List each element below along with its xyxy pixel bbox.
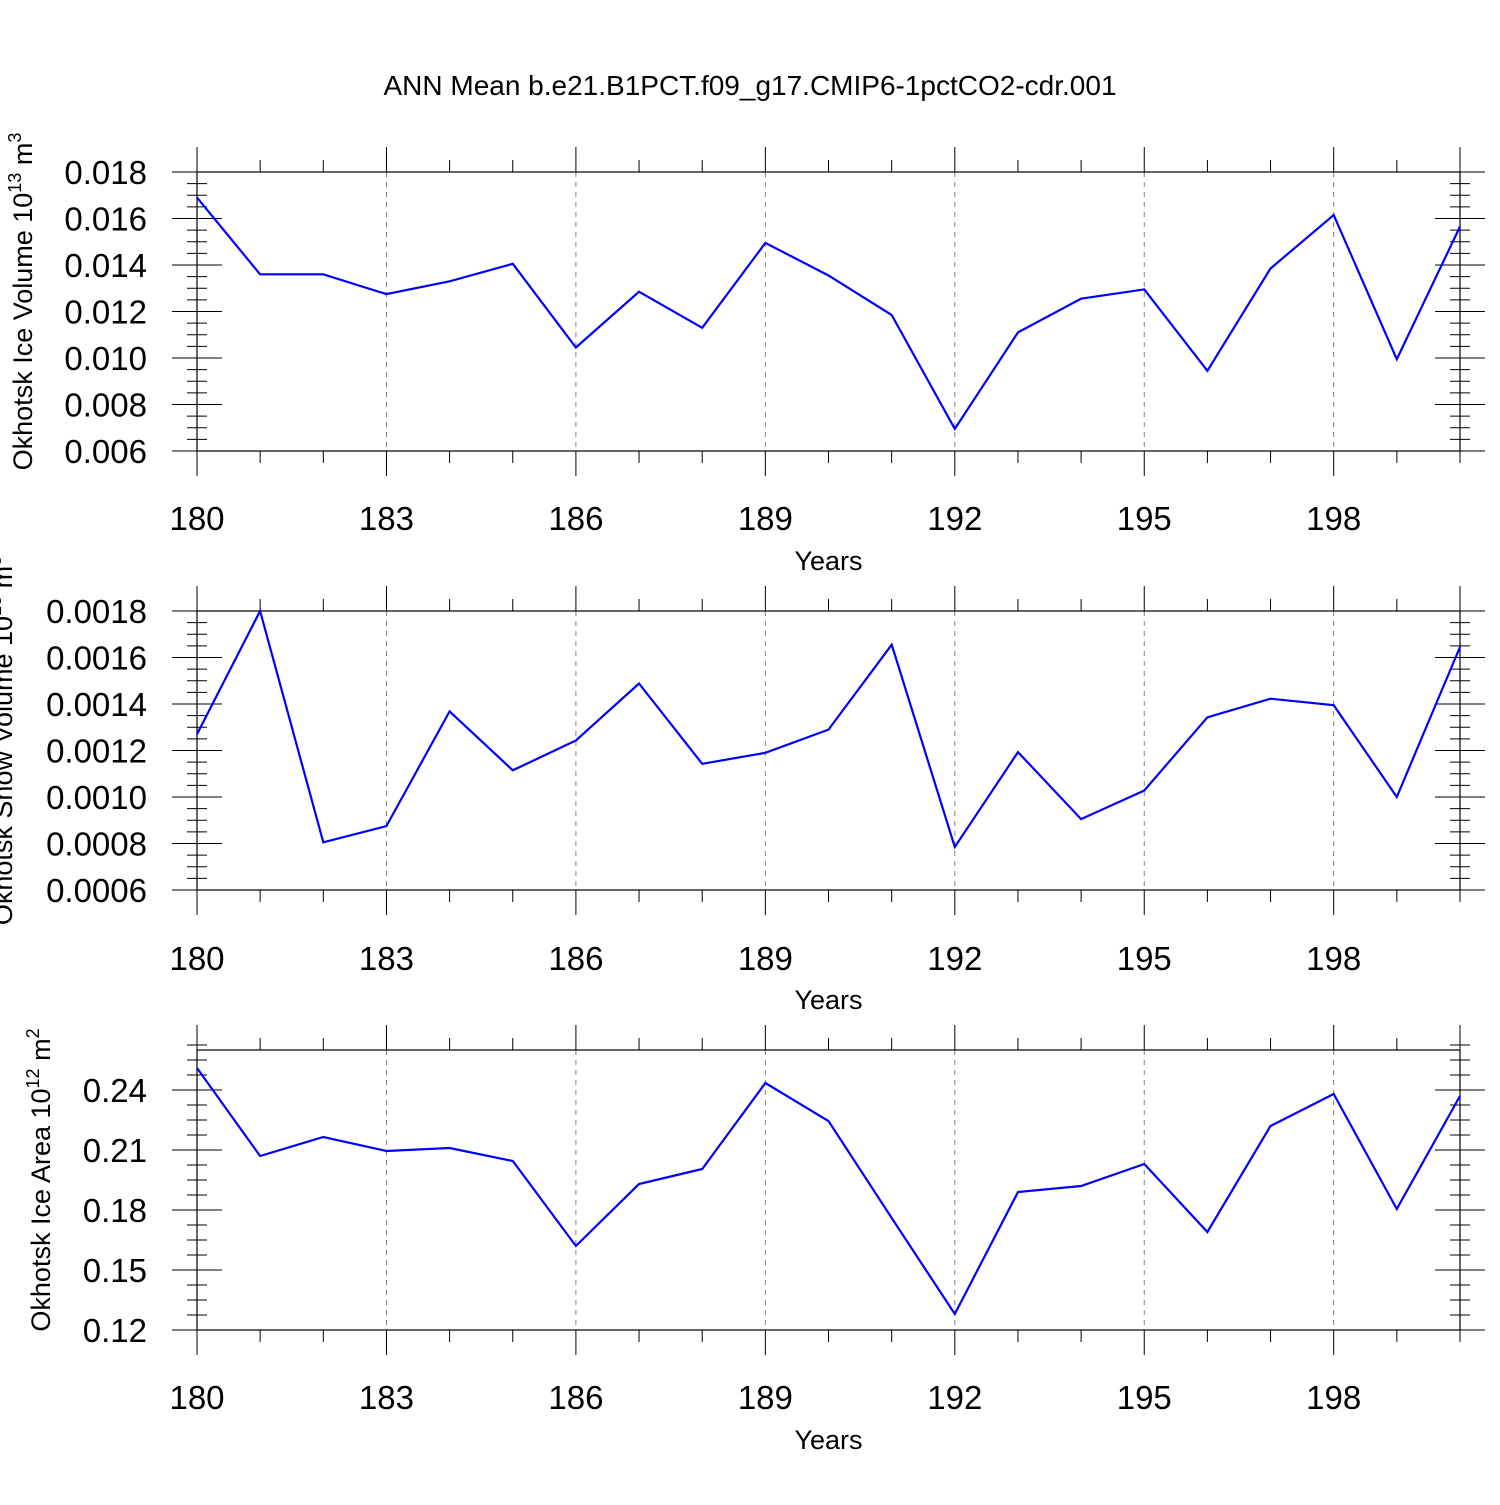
x-tick-label: 189 (738, 1379, 793, 1416)
x-tick-label: 195 (1117, 940, 1172, 977)
series-line (196, 607, 1462, 850)
x-axis-title: Years (794, 546, 862, 576)
y-tick-label: 0.012 (64, 294, 147, 331)
y-tick-label: 0.0016 (46, 640, 147, 677)
y-tick-label: 0.018 (64, 154, 147, 191)
x-tick-label: 186 (548, 1379, 603, 1416)
x-tick-label: 183 (359, 500, 414, 537)
y-axis-title-superscript: 12 (23, 1068, 43, 1088)
x-tick-label: 198 (1306, 1379, 1361, 1416)
x-tick-label: 192 (927, 1379, 982, 1416)
y-axis-title: Okhotsk Snow Volume 1013 m3 (0, 556, 18, 925)
x-tick-label: 198 (1306, 940, 1361, 977)
y-tick-label: 0.0008 (46, 826, 147, 863)
y-tick-label: 0.0018 (46, 593, 147, 630)
x-tick-label: 195 (1117, 1379, 1172, 1416)
x-tick-label: 180 (169, 940, 224, 977)
x-tick-label: 192 (927, 500, 982, 537)
y-tick-label: 0.008 (64, 387, 147, 424)
x-tick-label: 189 (738, 500, 793, 537)
y-axis-title-superscript: 3 (0, 556, 5, 566)
y-axis-title-part: m (0, 566, 18, 596)
series-line (196, 196, 1461, 432)
x-tick-label: 183 (359, 1379, 414, 1416)
y-tick-label: 0.016 (64, 201, 147, 238)
y-tick-label: 0.24 (83, 1072, 147, 1109)
y-tick-label: 0.0010 (46, 779, 147, 816)
x-tick-label: 189 (738, 940, 793, 977)
y-axis-title-part: m (8, 143, 38, 173)
x-tick-label: 192 (927, 940, 982, 977)
y-axis-title-part: m (26, 1038, 56, 1068)
x-tick-label: 186 (548, 940, 603, 977)
panel-1: 0.006 0.008 0.010 0.012 0.014 0.016 0.018 180 18… (5, 133, 1485, 576)
y-axis-title-superscript: 2 (23, 1028, 43, 1038)
x-tick-label: 180 (169, 500, 224, 537)
y-axis-title: Okhotsk Ice Area 1012 m2 (23, 1028, 56, 1331)
y-tick-label: 0.15 (83, 1252, 147, 1289)
y-tick-label: 0.18 (83, 1192, 147, 1229)
x-tick-label: 198 (1306, 500, 1361, 537)
y-axis-title-superscript: 13 (0, 596, 5, 616)
series-line (196, 1067, 1461, 1317)
y-axis-title: Okhotsk Ice Volume 1013 m3 (5, 133, 38, 471)
x-axis-title: Years (794, 1425, 862, 1455)
panel-2: 0.0006 0.0008 0.0010 0.0012 0.0014 0.0016 0.00… (0, 556, 1485, 1015)
y-tick-label: 0.0006 (46, 872, 147, 909)
panel-3: 0.12 0.15 0.18 0.21 0.24 180 183 186 189 192 195 19… (23, 1025, 1485, 1455)
y-axis-title-part: Okhotsk Ice Area 10 (26, 1088, 56, 1331)
y-tick-label: 0.21 (83, 1132, 147, 1169)
x-tick-label: 186 (548, 500, 603, 537)
y-tick-label: 0.0012 (46, 733, 147, 770)
y-axis-title-superscript: 13 (5, 173, 25, 193)
y-axis-title-superscript: 3 (5, 133, 25, 143)
y-tick-label: 0.014 (64, 247, 147, 284)
x-tick-label: 183 (359, 940, 414, 977)
y-tick-label: 0.12 (83, 1312, 147, 1349)
y-tick-label: 0.006 (64, 433, 147, 470)
y-tick-label: 0.010 (64, 340, 147, 377)
figure-title: ANN Mean b.e21.B1PCT.f09_g17.CMIP6-1pctC… (383, 70, 1116, 101)
y-tick-label: 0.0014 (46, 686, 147, 723)
x-tick-label: 195 (1117, 500, 1172, 537)
x-axis-title: Years (794, 985, 862, 1015)
y-axis-title-part: Okhotsk Ice Volume 10 (8, 193, 38, 471)
x-tick-label: 180 (169, 1379, 224, 1416)
y-axis-title-part: Okhotsk Snow Volume 10 (0, 616, 18, 925)
